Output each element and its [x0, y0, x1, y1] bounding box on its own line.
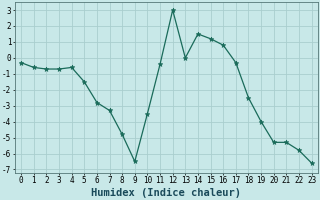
X-axis label: Humidex (Indice chaleur): Humidex (Indice chaleur)	[92, 188, 241, 198]
